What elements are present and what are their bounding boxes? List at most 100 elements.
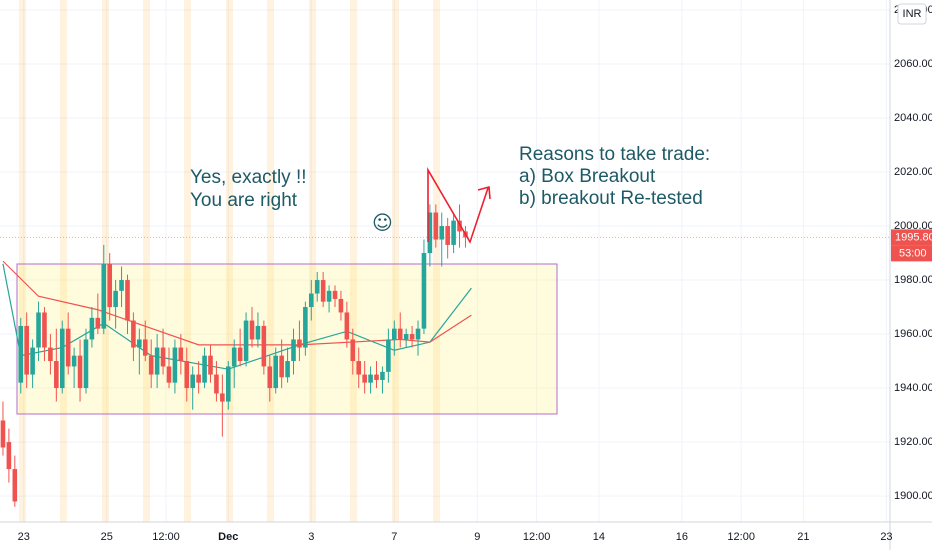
x-tick-label: 25	[101, 531, 113, 543]
candle-body	[344, 312, 350, 340]
candle-body	[380, 371, 385, 380]
drawn-path	[427, 167, 489, 244]
x-tick-label: 3	[308, 531, 314, 543]
currency-label: INR	[903, 8, 922, 20]
candle-body	[71, 355, 77, 367]
y-tick-label: 1920.00	[894, 436, 932, 448]
candle-body	[308, 293, 314, 308]
candle-body	[285, 361, 290, 378]
candle-body	[54, 361, 59, 389]
candle-body	[261, 325, 267, 367]
x-tick-label: 23	[880, 531, 892, 543]
candle-body	[18, 325, 24, 383]
band	[267, 0, 274, 522]
candle-body	[320, 280, 326, 302]
candle-body	[362, 374, 367, 383]
y-tick-label: 1940.00	[894, 382, 932, 394]
candle-body	[291, 339, 296, 362]
candle-body	[350, 339, 356, 362]
x-tick-label: 23	[18, 531, 30, 543]
candle-body	[30, 347, 35, 375]
candle-body	[154, 347, 160, 375]
candle-body	[397, 328, 403, 340]
candle-body	[451, 220, 456, 245]
price-tag	[891, 229, 932, 246]
band	[19, 0, 26, 522]
session-bands	[19, 0, 440, 522]
band	[102, 0, 109, 522]
indicator-line	[2, 260, 472, 346]
candle-body	[113, 290, 118, 308]
candle-body	[131, 320, 136, 348]
price-axis	[890, 0, 932, 550]
candle-body	[279, 355, 284, 378]
candle-body	[273, 355, 279, 389]
price-tag-label: 1995.80	[895, 231, 932, 243]
candle-body	[225, 366, 231, 402]
candle-body	[303, 307, 308, 348]
candle-body	[243, 320, 249, 362]
x-tick-label: 7	[391, 531, 397, 543]
candle-body	[160, 347, 166, 367]
candle-body	[6, 442, 12, 470]
candle-body	[119, 280, 124, 291]
candle-body	[107, 263, 112, 308]
candle-body	[208, 355, 213, 375]
axes: 1900.00 1920.00 1940.00 1960.00 1980.00 2000.…	[18, 3, 932, 543]
candle-body	[403, 334, 409, 340]
y-tick-label: 2060.00	[894, 58, 932, 70]
candle-body	[89, 317, 95, 340]
x-tick-label: 12:00	[523, 531, 551, 543]
x-tick-label: Dec	[218, 531, 238, 543]
candle-body	[42, 312, 47, 348]
x-tick-label: 14	[593, 531, 605, 543]
candle-body	[392, 328, 397, 340]
candle-body	[172, 347, 178, 383]
band	[392, 0, 399, 522]
candle-body	[433, 212, 439, 240]
annotation-text: You are right	[190, 190, 298, 211]
candle-body	[77, 355, 83, 389]
candle-body	[415, 328, 421, 340]
candle-body	[374, 374, 379, 380]
candle-body	[255, 325, 261, 340]
candle-body	[326, 290, 332, 302]
candle-body	[166, 366, 172, 383]
candle-body	[101, 263, 107, 329]
candle-body	[178, 347, 184, 362]
y-tick-label: 2020.00	[894, 166, 932, 178]
candle-body	[457, 220, 462, 232]
candle-body	[237, 347, 243, 362]
band	[433, 0, 440, 522]
candle-body	[65, 328, 71, 367]
x-tick-label: 9	[474, 531, 480, 543]
annotation-text: Reasons to take trade:	[519, 144, 710, 165]
smiley: ☺	[372, 211, 393, 235]
candle-body	[445, 226, 450, 245]
candle-body	[267, 366, 273, 389]
range-box	[16, 263, 558, 415]
x-tick-label: 12:00	[152, 531, 180, 543]
candle-body	[386, 339, 391, 372]
time-axis	[0, 522, 932, 550]
candle-body	[421, 253, 427, 329]
annotation-text: Yes, exactly !!	[190, 167, 307, 188]
candle-body	[220, 393, 225, 402]
candle-body	[125, 280, 130, 321]
currency-box	[897, 3, 927, 25]
candle-body	[332, 290, 338, 299]
y-tick-label: 2000.00	[894, 220, 932, 232]
band	[184, 0, 191, 522]
candle-body	[202, 355, 207, 383]
countdown-tag	[891, 245, 932, 262]
annotation-text: a) Box Breakout	[519, 166, 656, 187]
y-tick-label: 1960.00	[894, 328, 932, 340]
arrow-head	[477, 185, 491, 200]
candle-body	[190, 374, 196, 389]
candle-body	[231, 347, 237, 367]
candle-body	[59, 328, 65, 389]
candle-body	[427, 212, 433, 254]
y-tick-label: 1980.00	[894, 274, 932, 286]
